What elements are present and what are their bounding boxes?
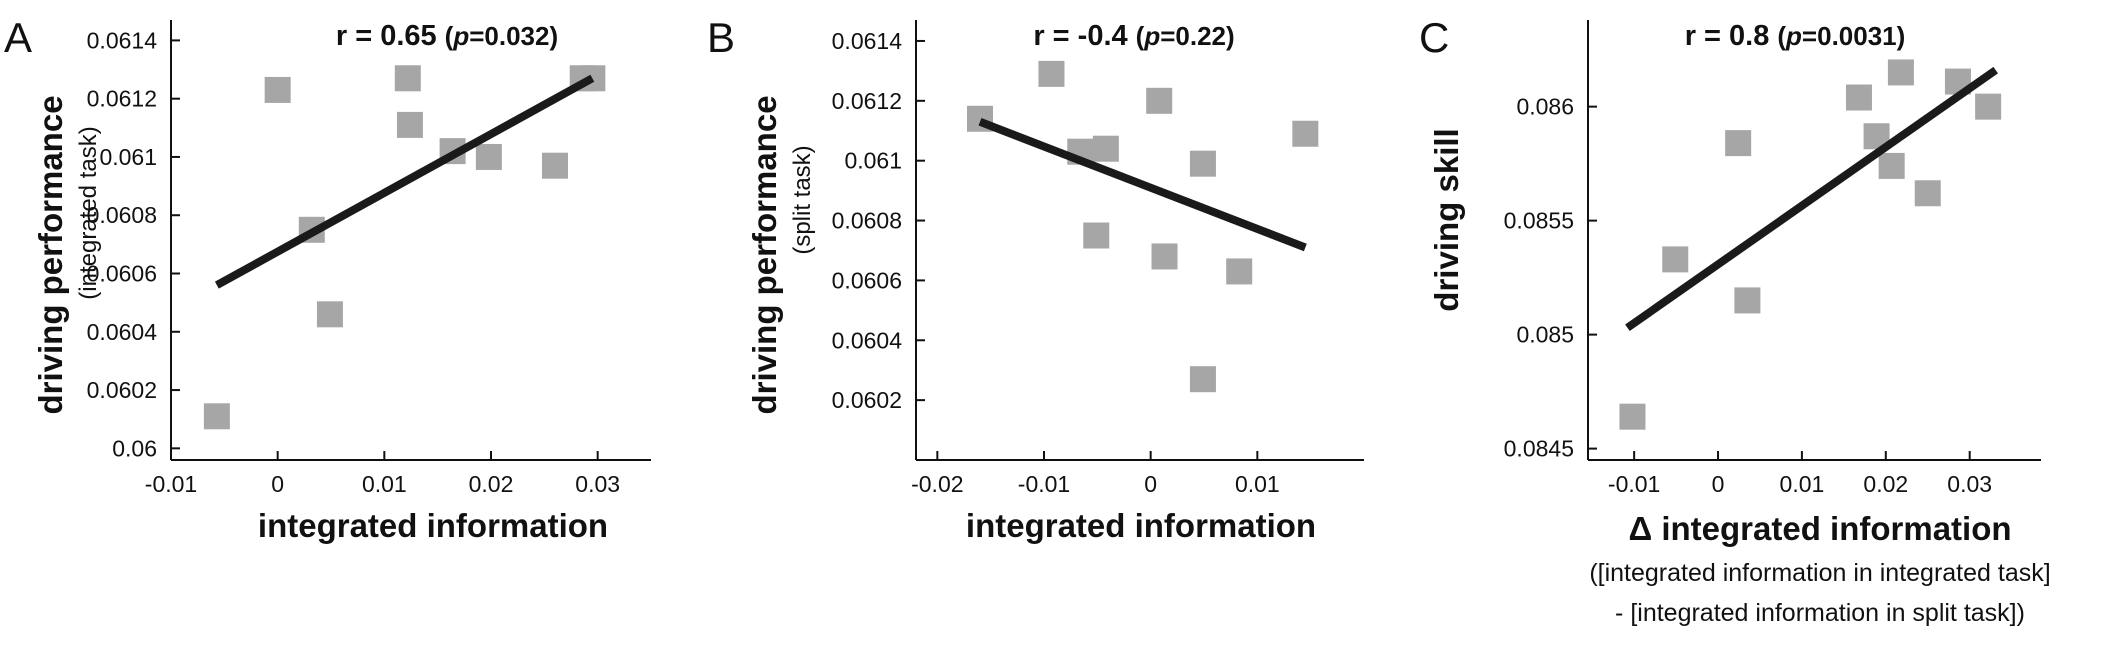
data-point-b <box>1292 120 1319 147</box>
y-tick-label-a: 0.0608 <box>87 202 157 228</box>
y-tick-label-a: 0.061 <box>99 144 157 170</box>
x-axis-label-b: integrated information <box>966 507 1316 544</box>
data-point-b <box>1151 243 1178 270</box>
y-tick-label-b: 0.0604 <box>832 327 903 353</box>
x-tick-label-b: -0.01 <box>1018 471 1070 497</box>
y-tick-label-b: 0.0612 <box>832 88 902 114</box>
plot-area-b: -0.02 -0.01 0 0.01 0.0602 0.0604 0.0606 0.0608 0… <box>832 20 1364 497</box>
x-axis-sublabel-c-1: ([integrated information in integrated t… <box>1589 559 2050 587</box>
y-tick-label-b: 0.061 <box>844 148 902 174</box>
x-tick-label-c: 0 <box>1712 471 1725 497</box>
panel-b: B r = -0.4 (p=0.22) driving performance (… <box>707 14 1364 544</box>
x-tick-label-a: -0.01 <box>145 471 197 497</box>
data-point-c <box>1845 84 1872 111</box>
chart-title-a: r = 0.65 (p=0.032) <box>336 20 558 52</box>
x-tick-label-a: 0 <box>271 471 284 497</box>
data-point-c <box>1725 130 1752 157</box>
x-tick-label-c: 0.02 <box>1863 471 1908 497</box>
y-tick-label-c: 0.0845 <box>1504 436 1574 462</box>
data-point-c <box>1975 93 2002 120</box>
x-tick-label-c: 0.01 <box>1780 471 1825 497</box>
x-tick-label-c: 0.03 <box>1947 471 1992 497</box>
y-tick-label-c: 0.086 <box>1516 94 1574 120</box>
y-tick-label-a: 0.0604 <box>87 319 158 345</box>
x-tick-label-a: 0.02 <box>469 471 514 497</box>
data-point-b <box>1189 150 1216 177</box>
x-axis-label-a: integrated information <box>258 507 608 544</box>
data-point-c <box>1887 59 1914 86</box>
data-point-b <box>1083 222 1110 249</box>
y-axis-label-a: driving performance <box>32 95 69 414</box>
y-tick-label-c: 0.085 <box>1516 322 1574 348</box>
plot-area-c: -0.01 0 0.01 0.02 0.03 0.0845 0.085 0.0855 0.086 <box>1504 20 2041 497</box>
data-point-c <box>1914 180 1941 207</box>
chart-title-b: r = -0.4 (p=0.22) <box>1033 20 1234 52</box>
data-point-c <box>1734 287 1761 314</box>
panel-letter-a: A <box>4 14 32 61</box>
data-point-c <box>1619 403 1646 430</box>
regression-line-a <box>214 74 595 289</box>
regression-line-b <box>978 118 1307 252</box>
y-tick-label-b: 0.0614 <box>832 28 903 54</box>
chart-title-c: r = 0.8 (p=0.0031) <box>1685 20 1906 52</box>
y-tick-label-a: 0.06 <box>112 435 157 461</box>
data-point-b <box>1189 366 1216 393</box>
data-point-b <box>1226 258 1253 285</box>
y-axis-sublabel-b: (split task) <box>789 145 816 254</box>
y-tick-label-a: 0.0602 <box>87 377 157 403</box>
data-point-a <box>394 65 421 92</box>
data-point-b <box>1092 135 1119 162</box>
y-tick-label-b: 0.0606 <box>832 267 902 293</box>
regression-line-c <box>1625 66 1998 332</box>
x-axis-label-c: Δ integrated information <box>1628 510 2011 547</box>
y-tick-label-a: 0.0606 <box>87 261 157 287</box>
data-point-a <box>396 111 423 138</box>
panel-letter-b: B <box>707 14 735 61</box>
x-tick-label-b: -0.02 <box>911 471 963 497</box>
data-point-a <box>203 403 230 430</box>
y-axis-label-b: driving performance <box>746 95 783 414</box>
data-point-a <box>475 143 502 170</box>
panel-letter-c: C <box>1419 14 1449 61</box>
x-tick-label-a: 0.03 <box>575 471 620 497</box>
plot-area-a: -0.01 0 0.01 0.02 0.03 0.06 0.0602 0.0604 0.0606… <box>87 20 651 497</box>
x-tick-label-b: 0 <box>1144 471 1157 497</box>
x-tick-label-a: 0.01 <box>362 471 407 497</box>
y-axis-label-c: driving skill <box>1428 128 1465 311</box>
data-point-c <box>1878 152 1905 179</box>
data-point-b <box>1146 87 1173 114</box>
panel-a: A r = 0.65 (p=0.032) driving performance … <box>4 14 651 544</box>
data-point-a <box>316 301 343 328</box>
y-tick-label-a: 0.0612 <box>87 86 157 112</box>
x-tick-label-c: -0.01 <box>1608 471 1660 497</box>
panel-c: C r = 0.8 (p=0.0031) driving skill Δ inte… <box>1419 14 2051 627</box>
data-point-a <box>542 152 568 179</box>
y-tick-label-b: 0.0602 <box>832 387 902 413</box>
y-tick-label-b: 0.0608 <box>832 208 902 234</box>
x-tick-label-b: 0.01 <box>1235 471 1280 497</box>
y-tick-label-a: 0.0614 <box>87 27 158 53</box>
x-axis-sublabel-c-2: - [integrated information in split task]… <box>1615 599 2025 627</box>
y-tick-label-c: 0.0855 <box>1504 208 1574 234</box>
y-axis-sublabel-a: (integrated task) <box>75 126 102 299</box>
data-point-c <box>1662 246 1689 273</box>
data-point-a <box>264 76 291 103</box>
data-point-b <box>1038 60 1065 87</box>
